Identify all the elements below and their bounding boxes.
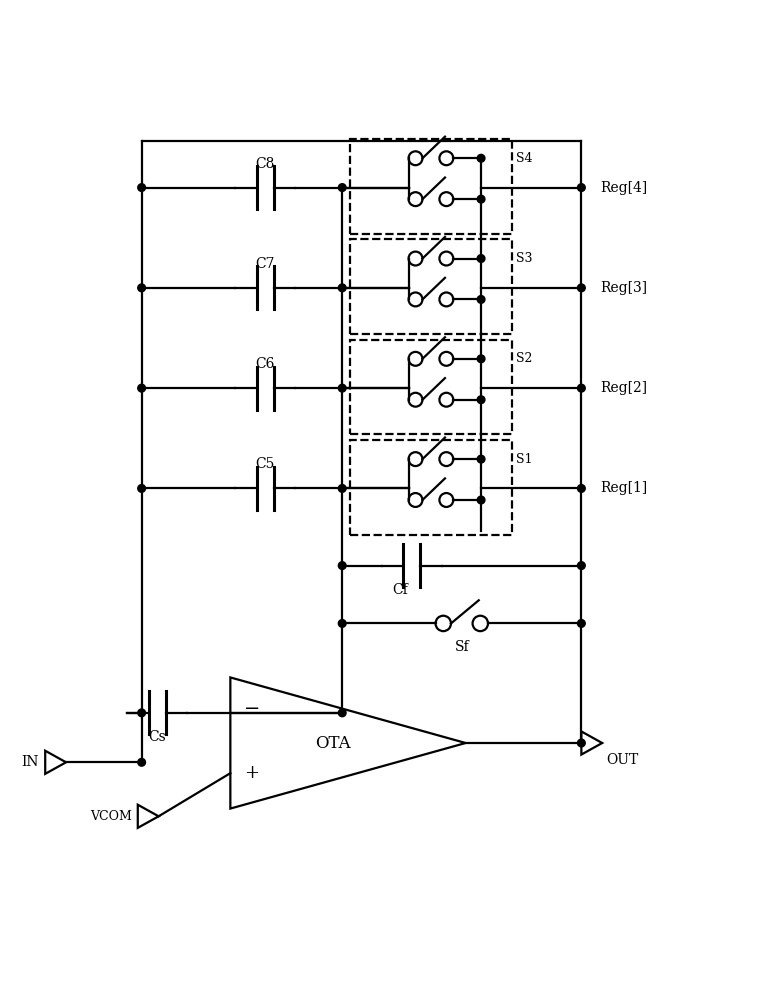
Text: Reg[1]: Reg[1] [601, 481, 648, 495]
Circle shape [338, 485, 346, 492]
Circle shape [338, 384, 346, 392]
Text: S1: S1 [516, 453, 532, 466]
Circle shape [338, 184, 346, 191]
Text: C7: C7 [256, 257, 275, 271]
Circle shape [477, 496, 485, 504]
Circle shape [577, 739, 585, 747]
Text: C6: C6 [256, 357, 275, 371]
Text: Reg[4]: Reg[4] [601, 181, 648, 195]
Circle shape [577, 620, 585, 627]
Circle shape [477, 255, 485, 262]
Circle shape [138, 384, 145, 392]
Circle shape [338, 709, 346, 717]
Text: Reg[3]: Reg[3] [601, 281, 648, 295]
Text: IN: IN [22, 755, 39, 769]
Circle shape [477, 396, 485, 404]
Circle shape [477, 154, 485, 162]
Circle shape [577, 562, 585, 569]
Text: S3: S3 [516, 252, 532, 265]
Text: VCOM: VCOM [89, 810, 131, 823]
Circle shape [138, 284, 145, 292]
Circle shape [338, 284, 346, 292]
Text: +: + [245, 764, 260, 782]
Text: Sf: Sf [455, 640, 469, 654]
Circle shape [477, 195, 485, 203]
Text: Reg[2]: Reg[2] [601, 381, 648, 395]
Circle shape [138, 485, 145, 492]
Circle shape [138, 709, 145, 717]
Circle shape [577, 284, 585, 292]
Circle shape [577, 384, 585, 392]
Text: C5: C5 [256, 457, 275, 471]
Circle shape [477, 296, 485, 303]
Text: Cs: Cs [148, 730, 166, 744]
Text: S2: S2 [516, 352, 532, 365]
Text: Cf: Cf [392, 583, 408, 597]
Text: S4: S4 [516, 152, 532, 165]
Circle shape [577, 184, 585, 191]
Text: −: − [244, 700, 260, 718]
Text: OTA: OTA [315, 735, 350, 752]
Circle shape [138, 758, 145, 766]
Circle shape [577, 485, 585, 492]
Circle shape [338, 620, 346, 627]
Text: C8: C8 [256, 157, 275, 171]
Circle shape [138, 184, 145, 191]
Text: OUT: OUT [606, 753, 638, 767]
Circle shape [338, 562, 346, 569]
Circle shape [477, 355, 485, 363]
Circle shape [477, 455, 485, 463]
